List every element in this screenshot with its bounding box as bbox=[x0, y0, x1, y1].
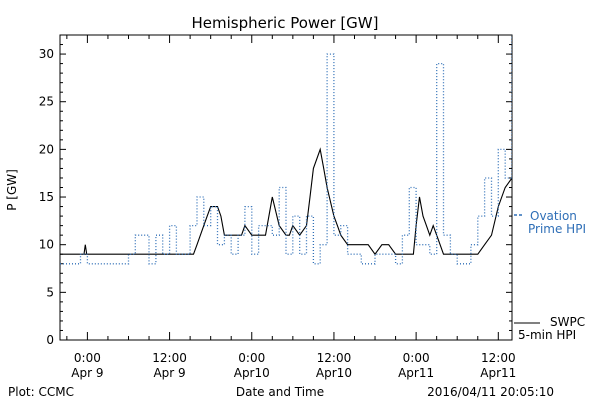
x-tick-label: 12:00 bbox=[481, 351, 516, 365]
plot-credit: Plot: CCMC bbox=[8, 385, 74, 399]
x-tick-label: 0:00 bbox=[238, 351, 265, 365]
x-tick-label: 0:00 bbox=[403, 351, 430, 365]
ovation-prime-hpi-line bbox=[60, 35, 512, 265]
y-tick-label: 5 bbox=[46, 285, 54, 299]
chart-title: Hemispheric Power [GW] bbox=[192, 14, 379, 32]
x-tick-date-label: Apr11 bbox=[480, 366, 516, 380]
y-tick-label: 0 bbox=[46, 333, 54, 347]
x-tick-date-label: Apr 9 bbox=[153, 366, 185, 380]
x-axis-label: Date and Time bbox=[236, 385, 324, 399]
x-tick-date-label: Apr10 bbox=[234, 366, 270, 380]
x-tick-label: 0:00 bbox=[74, 351, 101, 365]
x-tick-label: 12:00 bbox=[152, 351, 187, 365]
plot-timestamp: 2016/04/11 20:05:10 bbox=[427, 385, 554, 399]
y-tick-label: 20 bbox=[39, 142, 54, 156]
y-axis-label: P [GW] bbox=[5, 169, 19, 211]
y-tick-label: 15 bbox=[39, 190, 54, 204]
x-tick-label: 12:00 bbox=[317, 351, 352, 365]
swpc-hpi-line bbox=[60, 147, 512, 256]
x-tick-date-label: Apr10 bbox=[316, 366, 352, 380]
x-tick-date-label: Apr11 bbox=[398, 366, 434, 380]
y-tick-label: 25 bbox=[39, 95, 54, 109]
x-tick-date-label: Apr 9 bbox=[71, 366, 103, 380]
y-tick-label: 10 bbox=[39, 238, 54, 252]
legend-ovation-line2: Prime HPI bbox=[528, 222, 586, 236]
y-tick-label: 30 bbox=[39, 47, 54, 61]
legend-swpc-line1: SWPC bbox=[550, 315, 585, 329]
legend-ovation-line1: Ovation bbox=[530, 209, 577, 223]
legend-swpc-line2: 5-min HPI bbox=[518, 328, 576, 342]
